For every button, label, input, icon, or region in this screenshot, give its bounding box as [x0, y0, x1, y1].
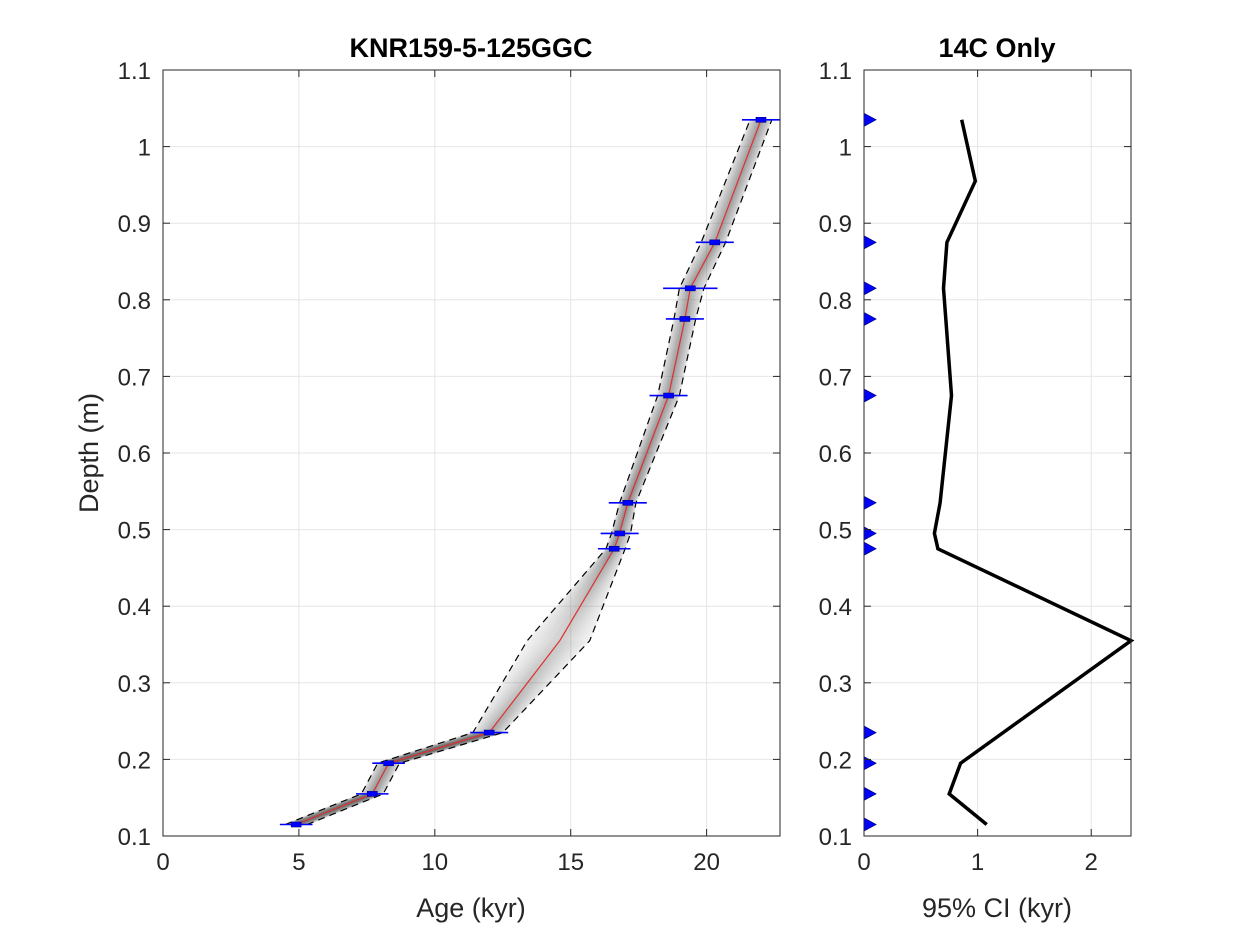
date-point	[366, 791, 378, 797]
y-tick-label: 1.1	[118, 58, 151, 85]
date-point	[383, 760, 394, 767]
y-tick-label: 0.3	[819, 671, 852, 698]
y-tick-label: 0.3	[118, 671, 151, 698]
date-point	[685, 285, 696, 292]
y-tick-label: 0.6	[118, 441, 151, 468]
date-point	[614, 530, 625, 537]
y-tick-label: 0.7	[819, 364, 852, 391]
age-depth-panel: 0.10.20.30.40.50.60.70.80.911.10 5 10 15 20 …	[74, 33, 781, 923]
x-tick-label: 10	[421, 849, 448, 876]
x-tick-label: 0	[857, 849, 870, 876]
y-tick-label: 1	[839, 135, 852, 162]
y-tick-label: 0.5	[819, 518, 852, 545]
y-tick-label: 0.4	[118, 594, 151, 621]
y-tick-label: 0.9	[819, 211, 852, 238]
y-tick-label: 0.4	[819, 594, 852, 621]
x-tick-label: 20	[693, 849, 720, 876]
x-axis-label: Age (kyr)	[416, 893, 526, 923]
date-point	[290, 821, 302, 828]
y-tick-label: 0.1	[118, 824, 151, 851]
y-tick-label: 0.1	[819, 824, 852, 851]
y-tick-label: 0.2	[819, 747, 852, 774]
y-tick-label: 0.8	[118, 288, 151, 315]
x-tick-label: 2	[1085, 849, 1098, 876]
y-axis-label: Depth (m)	[74, 393, 104, 513]
x-tick-label: 1	[971, 849, 984, 876]
date-point	[709, 239, 721, 246]
tick-labels: 0.1 0.2 0.3 0.4 0.5 0.6 0.7 0.8 0.9 1 1.1 0 1 2	[819, 58, 1131, 876]
date-point	[679, 316, 691, 322]
date-point	[483, 729, 495, 736]
y-tick-label: 0.6	[819, 441, 852, 468]
y-tick-label: 0.2	[118, 747, 151, 774]
tick-labels: 0.1 0.2 0.3 0.4 0.5 0.6 0.7 0.8 0.9 1 1.1 0 5 10 15 20	[118, 58, 780, 876]
y-tick-label: 0.5	[118, 518, 151, 545]
x-axis-label: 95% CI (kyr)	[922, 893, 1072, 923]
x-tick-label: 15	[557, 849, 584, 876]
date-markers	[279, 116, 780, 828]
y-tick-label: 0.7	[118, 364, 151, 391]
y-tick-label: 1.1	[819, 58, 852, 85]
date-point	[622, 499, 634, 506]
x-tick-label: 0	[156, 849, 169, 876]
series-lines	[932, 119, 1135, 826]
ci-line	[932, 119, 1135, 826]
x-tick-label: 5	[292, 849, 305, 876]
chart-title: 14C Only	[938, 33, 1055, 63]
date-point	[663, 392, 674, 399]
y-tick-label: 0.9	[118, 211, 151, 238]
ci-panel: 0.1 0.2 0.3 0.4 0.5 0.6 0.7 0.8 0.9 1 1.1 0 1 2 14C O…	[819, 33, 1135, 923]
date-point	[608, 545, 620, 552]
chart-title: KNR159-5-125GGC	[349, 33, 592, 63]
y-tick-label: 1	[138, 135, 151, 162]
y-tick-label: 0.8	[819, 288, 852, 315]
date-point	[755, 116, 767, 123]
